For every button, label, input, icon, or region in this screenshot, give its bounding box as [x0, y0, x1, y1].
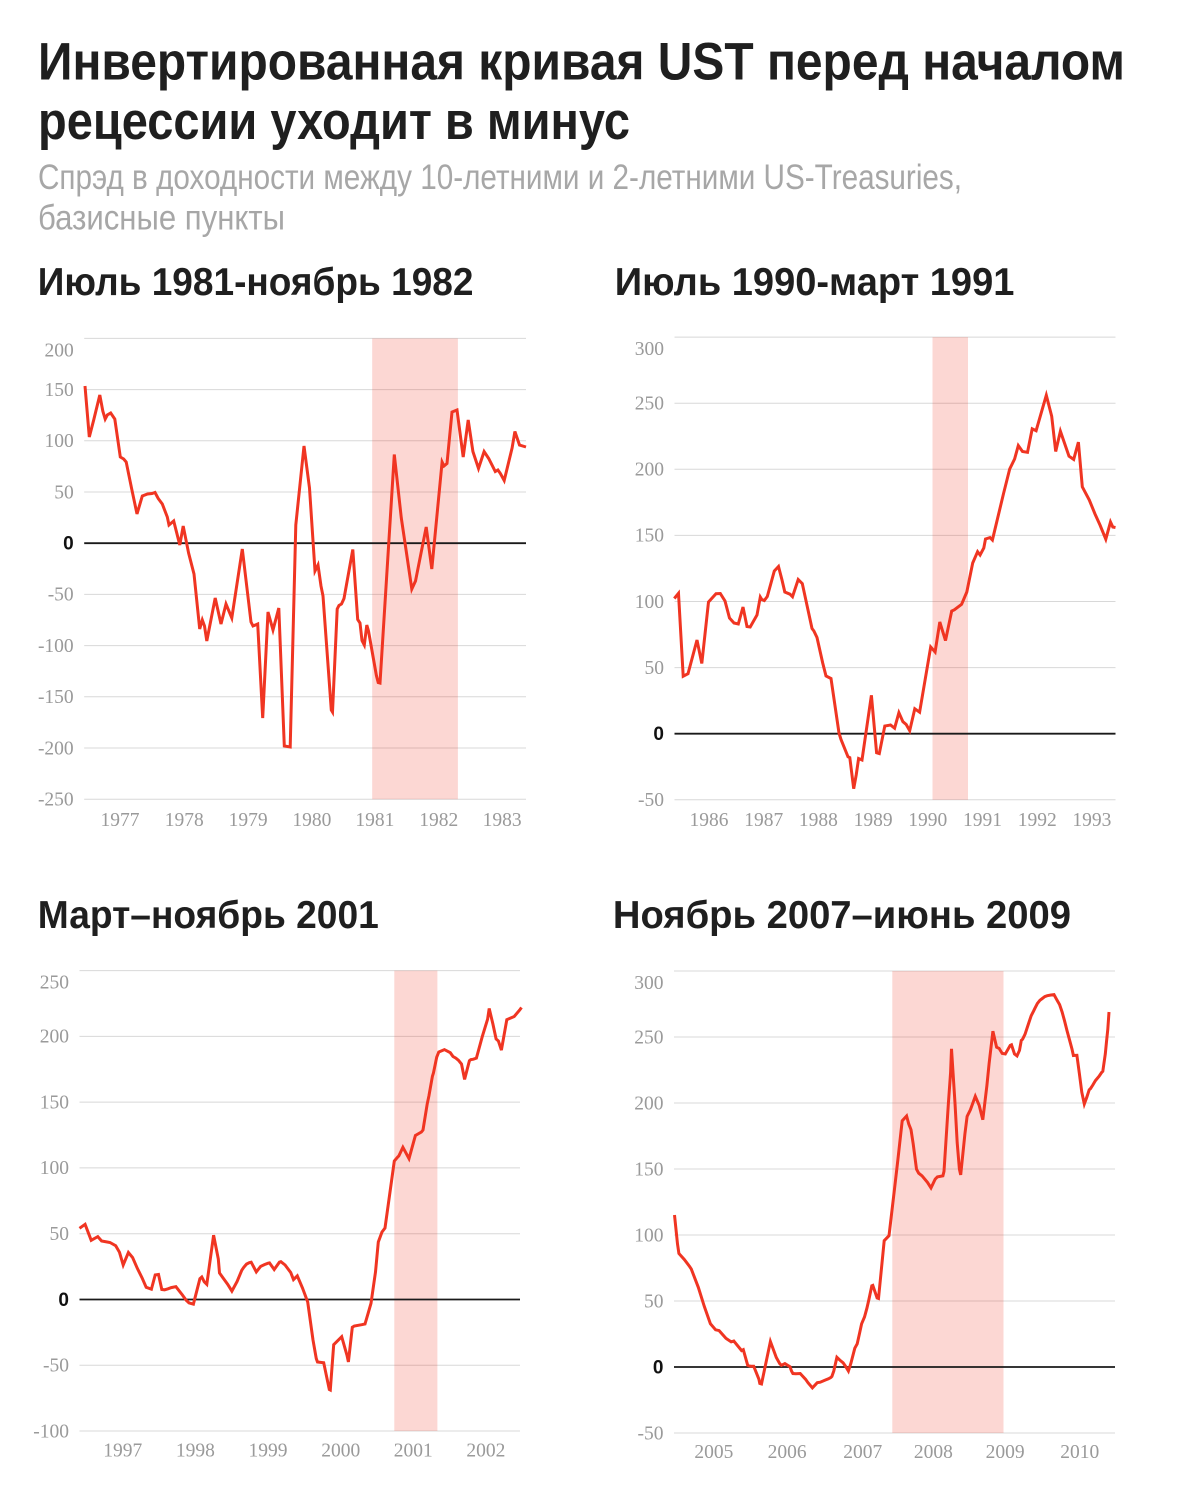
svg-text:1977: 1977	[101, 810, 140, 831]
svg-text:1978: 1978	[165, 810, 204, 831]
svg-text:200: 200	[40, 1027, 69, 1048]
svg-text:1992: 1992	[1018, 810, 1057, 831]
svg-text:2000: 2000	[321, 1441, 360, 1462]
svg-text:2010: 2010	[1060, 1442, 1099, 1463]
svg-text:-50: -50	[638, 790, 664, 811]
svg-text:150: 150	[635, 526, 664, 547]
svg-text:250: 250	[40, 973, 69, 994]
svg-text:1980: 1980	[292, 810, 331, 831]
svg-text:1989: 1989	[854, 810, 893, 831]
svg-text:0: 0	[653, 724, 664, 745]
svg-text:-200: -200	[38, 738, 74, 759]
svg-text:200: 200	[635, 460, 664, 481]
svg-text:рецессии уходит в минус: рецессии уходит в минус	[38, 92, 630, 151]
svg-text:1997: 1997	[103, 1441, 142, 1462]
svg-text:Март–ноябрь 2001: Март–ноябрь 2001	[38, 894, 379, 937]
svg-text:2002: 2002	[466, 1441, 505, 1462]
svg-text:200: 200	[44, 340, 73, 361]
svg-text:100: 100	[635, 592, 664, 613]
svg-text:-100: -100	[33, 1421, 69, 1442]
svg-text:150: 150	[44, 380, 73, 401]
svg-text:1981: 1981	[355, 810, 394, 831]
svg-text:1990: 1990	[908, 810, 947, 831]
svg-text:-50: -50	[48, 585, 74, 606]
svg-text:2009: 2009	[986, 1442, 1025, 1463]
svg-text:100: 100	[44, 431, 73, 452]
svg-text:0: 0	[58, 1290, 69, 1311]
svg-text:50: 50	[645, 658, 665, 679]
svg-text:-100: -100	[38, 636, 74, 657]
svg-text:1979: 1979	[229, 810, 268, 831]
svg-text:300: 300	[635, 339, 664, 360]
svg-text:250: 250	[634, 1027, 663, 1048]
svg-text:-250: -250	[38, 790, 74, 811]
svg-text:1983: 1983	[483, 810, 522, 831]
svg-text:250: 250	[635, 394, 664, 415]
svg-text:2007: 2007	[843, 1442, 882, 1463]
svg-text:Спрэд в доходности между 10-ле: Спрэд в доходности между 10-летними и 2-…	[38, 158, 962, 197]
svg-text:-50: -50	[43, 1356, 69, 1377]
svg-text:1991: 1991	[963, 810, 1002, 831]
svg-text:0: 0	[63, 534, 74, 555]
svg-text:1999: 1999	[249, 1441, 288, 1462]
svg-text:-50: -50	[638, 1423, 664, 1444]
svg-text:1982: 1982	[419, 810, 458, 831]
svg-text:Июль 1981-ноябрь 1982: Июль 1981-ноябрь 1982	[38, 261, 474, 304]
svg-text:0: 0	[653, 1357, 664, 1378]
svg-text:2006: 2006	[768, 1442, 807, 1463]
svg-text:1988: 1988	[799, 810, 838, 831]
svg-text:Ноябрь 2007–июнь 2009: Ноябрь 2007–июнь 2009	[613, 894, 1071, 937]
svg-text:2005: 2005	[694, 1442, 733, 1463]
svg-text:150: 150	[40, 1092, 69, 1113]
svg-text:Июль 1990-март 1991: Июль 1990-март 1991	[615, 261, 1015, 304]
svg-text:1998: 1998	[176, 1441, 215, 1462]
svg-text:100: 100	[634, 1225, 663, 1246]
svg-text:1986: 1986	[690, 810, 729, 831]
svg-text:100: 100	[40, 1158, 69, 1179]
svg-text:2001: 2001	[394, 1441, 433, 1462]
svg-text:базисные пункты: базисные пункты	[38, 199, 285, 238]
svg-text:200: 200	[634, 1093, 663, 1114]
svg-text:50: 50	[644, 1291, 664, 1312]
svg-text:2008: 2008	[914, 1442, 953, 1463]
svg-text:50: 50	[54, 482, 74, 503]
svg-text:-150: -150	[38, 687, 74, 708]
svg-text:150: 150	[634, 1159, 663, 1180]
svg-text:50: 50	[50, 1224, 70, 1245]
svg-text:1993: 1993	[1072, 810, 1111, 831]
svg-text:1987: 1987	[744, 810, 783, 831]
svg-text:300: 300	[634, 973, 663, 994]
svg-text:Инвертированная кривая UST пер: Инвертированная кривая UST перед началом	[38, 33, 1125, 92]
